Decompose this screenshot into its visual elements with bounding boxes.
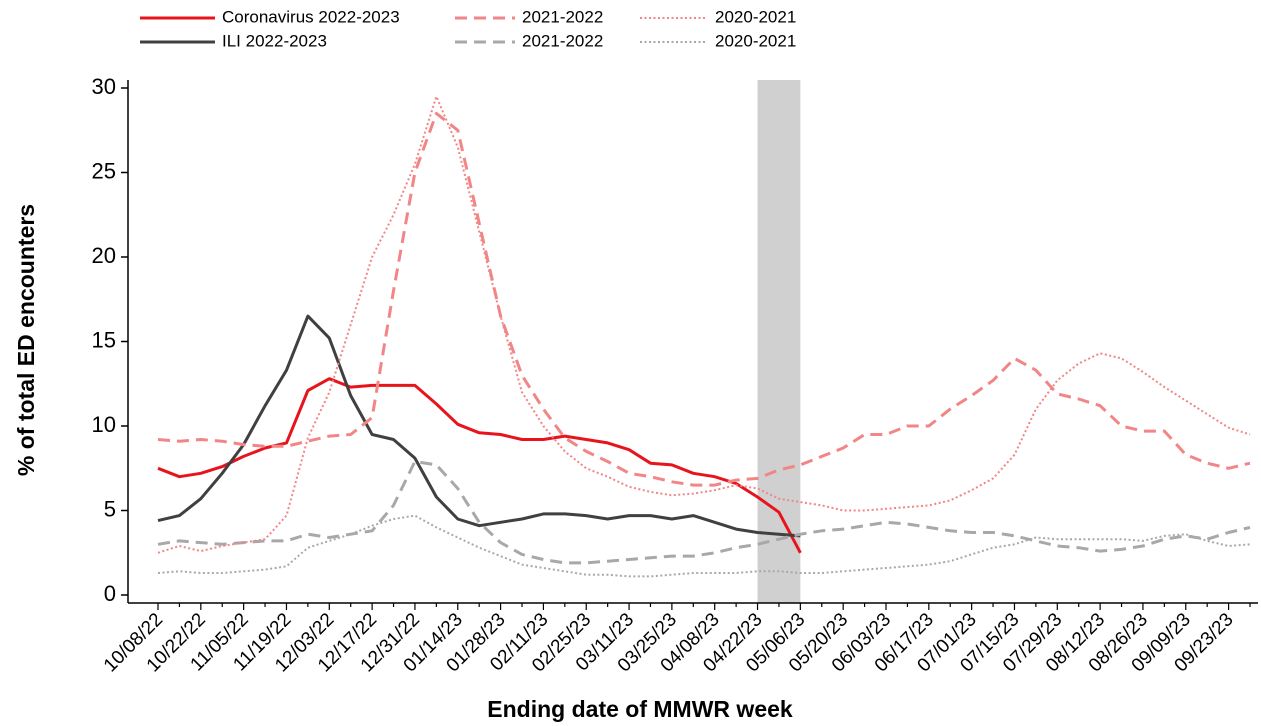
x-axis-title: Ending date of MMWR week [487, 696, 793, 722]
y-tick-label: 10 [92, 412, 116, 437]
y-tick-label: 5 [104, 496, 116, 521]
legend-label: 2021-2022 [522, 7, 603, 26]
series-line [157, 460, 1251, 565]
series-line [157, 111, 1251, 487]
y-tick-label: 20 [92, 243, 116, 268]
legend-label: 2020-2021 [715, 7, 796, 26]
shaded-period [757, 80, 801, 603]
y-tick-label: 30 [92, 74, 116, 99]
series-line [157, 377, 802, 554]
legend-label: 2020-2021 [715, 31, 796, 50]
y-axis-title: % of total ED encounters [13, 204, 39, 476]
series-line [157, 95, 1251, 554]
legend-label: ILI 2022-2023 [222, 31, 327, 50]
y-tick-label: 0 [104, 581, 116, 606]
series-line [157, 314, 801, 538]
y-tick-label: 25 [92, 158, 116, 183]
series-line [157, 514, 1251, 578]
legend-label: 2021-2022 [522, 31, 603, 50]
y-tick-label: 15 [92, 327, 116, 352]
legend-label: Coronavirus 2022-2023 [222, 7, 400, 26]
